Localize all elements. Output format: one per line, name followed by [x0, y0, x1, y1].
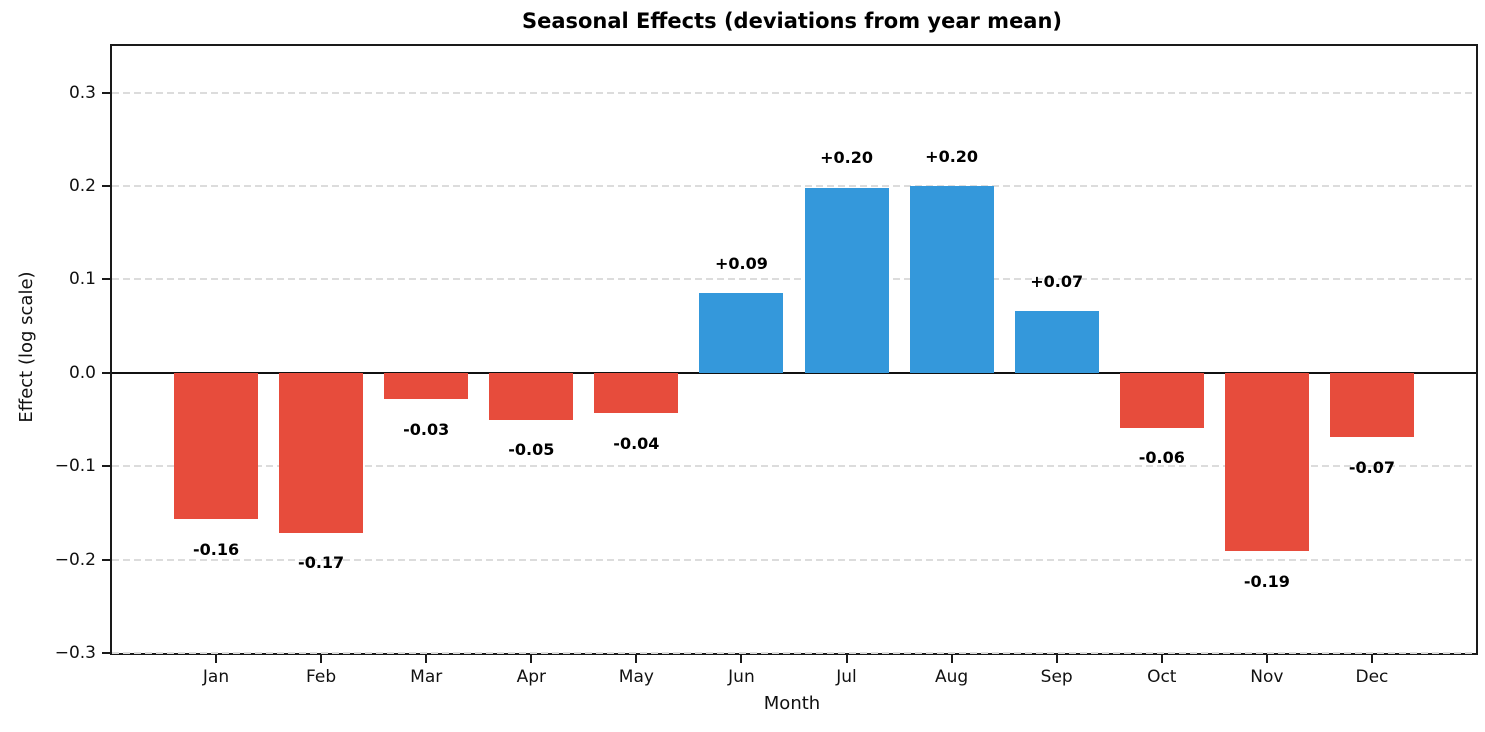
gridline [112, 91, 1476, 94]
y-tick-mark [102, 278, 110, 281]
x-tick-mark [845, 655, 848, 663]
bar-jul [804, 187, 889, 373]
x-tick-mark [740, 655, 743, 663]
x-tick-label-dec: Dec [1355, 667, 1389, 687]
bar-apr [489, 372, 574, 420]
zero-line [112, 371, 1476, 375]
y-tick-mark [102, 652, 110, 654]
x-tick-label-feb: Feb [306, 667, 337, 687]
bar-value-label-aug: +0.20 [925, 146, 979, 166]
x-tick-mark [1370, 655, 1373, 663]
x-tick-label-jul: Jul [836, 667, 857, 687]
chart-title: Seasonal Effects (deviations from year m… [521, 9, 1063, 33]
bar-jun [699, 293, 784, 373]
gridline [112, 185, 1476, 188]
x-tick-label-may: May [618, 667, 654, 687]
x-tick-label-nov: Nov [1250, 667, 1284, 687]
bar-value-label-jul: +0.20 [820, 148, 873, 168]
y-tick-mark [102, 185, 110, 188]
y-tick-label: 0.3 [68, 82, 96, 103]
x-tick-mark [215, 655, 218, 663]
y-tick-label: −0.2 [54, 549, 96, 570]
y-tick-label: −0.1 [54, 456, 96, 477]
bar-nov [1224, 372, 1309, 552]
y-tick-mark [102, 465, 110, 468]
y-tick-label: −0.3 [54, 643, 96, 663]
bar-value-label-dec: -0.07 [1348, 457, 1396, 477]
bar-feb [279, 372, 364, 533]
x-tick-mark [1160, 655, 1163, 663]
y-tick-label: 0.2 [68, 176, 96, 197]
x-tick-label-sep: Sep [1040, 667, 1073, 687]
bar-aug [909, 186, 994, 373]
x-tick-mark [1265, 655, 1268, 663]
y-tick-mark [102, 371, 110, 374]
x-tick-mark [530, 655, 533, 663]
x-tick-label-oct: Oct [1147, 667, 1177, 687]
gridline [112, 558, 1476, 561]
bar-value-label-jan: -0.16 [192, 540, 240, 559]
bar-may [594, 372, 679, 413]
y-tick-label: 0.1 [68, 269, 96, 290]
plot-area: 0.3 0.2 0.1 0.0 −0.1 −0.2 −0.3 -0.16 Jan -0.17 Feb… [55, 44, 1478, 687]
gridline [112, 278, 1476, 281]
gridline [112, 652, 1476, 654]
bar-value-label-jun: +0.09 [715, 253, 768, 273]
y-tick-label: 0.0 [68, 362, 96, 383]
bar-value-label-sep: +0.07 [1030, 271, 1084, 291]
bar-value-label-feb: -0.17 [298, 553, 345, 573]
y-tick-mark [102, 91, 110, 94]
bar-value-label-apr: -0.05 [508, 440, 555, 460]
bar-dec [1329, 372, 1414, 438]
bar-value-label-oct: -0.06 [1138, 448, 1185, 468]
gridline [112, 465, 1476, 468]
bar-mar [384, 372, 469, 399]
x-tick-mark [320, 655, 323, 663]
x-axis-label: Month [763, 693, 821, 714]
x-tick-label-apr: Apr [516, 667, 546, 687]
y-axis-label: Effect (log scale) [16, 271, 37, 423]
x-tick-mark [1055, 655, 1058, 663]
x-tick-label-jun: Jun [728, 667, 755, 687]
bar-value-label-may: -0.04 [613, 433, 660, 453]
x-tick-mark [950, 655, 953, 663]
x-tick-label-mar: Mar [410, 667, 443, 687]
bar-value-label-mar: -0.03 [403, 419, 450, 439]
x-tick-mark [635, 655, 638, 663]
x-tick-mark [425, 655, 428, 663]
bar-jan [174, 372, 259, 520]
x-tick-label-aug: Aug [935, 667, 969, 687]
x-tick-label-jan: Jan [202, 667, 230, 687]
bar-sep [1014, 311, 1099, 373]
y-tick-mark [102, 558, 110, 561]
bar-oct [1119, 372, 1204, 428]
bar-value-label-nov: -0.19 [1243, 571, 1290, 591]
